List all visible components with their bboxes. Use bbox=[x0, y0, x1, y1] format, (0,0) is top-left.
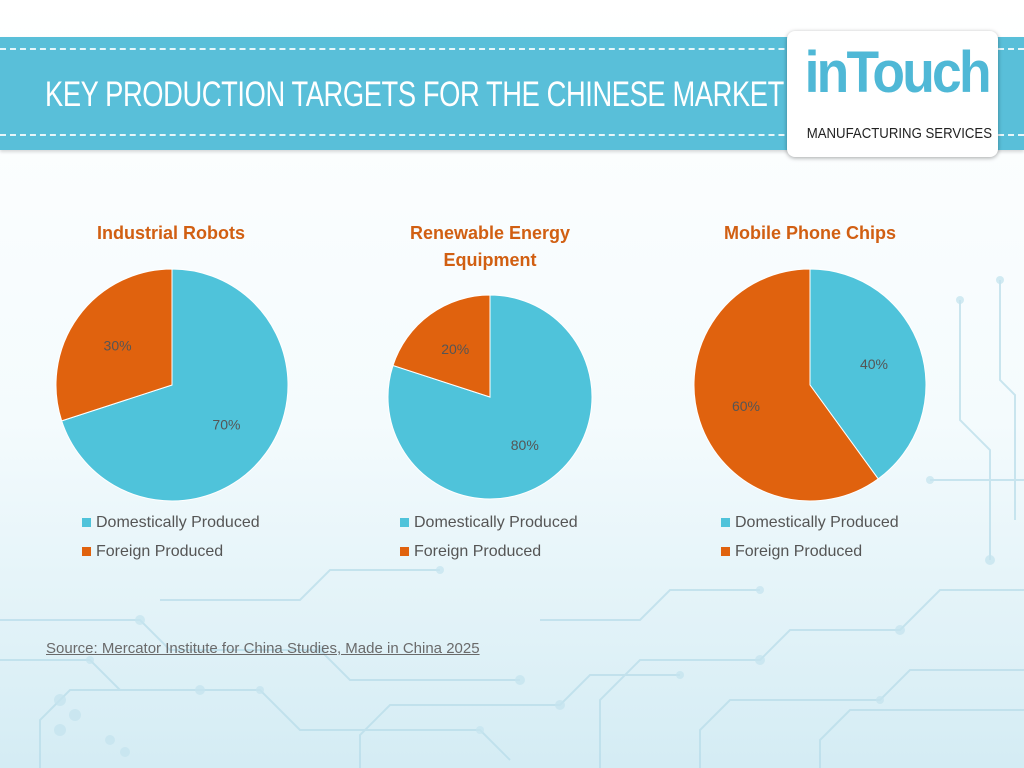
chart-title: Mobile Phone Chips bbox=[724, 223, 896, 243]
legend-swatch bbox=[721, 518, 730, 527]
legend-label: Domestically Produced bbox=[96, 514, 260, 531]
legend-label: Foreign Produced bbox=[414, 543, 541, 560]
chart-title-line: Renewable Energy bbox=[410, 223, 570, 243]
legend-label: Foreign Produced bbox=[96, 543, 223, 560]
chart-title-line: Mobile Phone Chips bbox=[724, 223, 896, 243]
logo-wordmark: inTouch bbox=[804, 40, 992, 105]
slice-value-label: 40% bbox=[860, 356, 888, 372]
legend-swatch bbox=[400, 547, 409, 556]
banner-dash-top bbox=[0, 48, 1024, 50]
page-title: KEY PRODUCTION TARGETS FOR THE CHINESE M… bbox=[45, 75, 893, 114]
legend-swatch bbox=[82, 547, 91, 556]
slice-value-label: 60% bbox=[732, 398, 760, 414]
pie-slice-domestic bbox=[809, 268, 927, 480]
pie-slice-foreign bbox=[55, 268, 173, 422]
chart-title: Renewable Energy Equipment bbox=[410, 223, 570, 270]
pie-slice-domestic bbox=[61, 268, 289, 502]
pie-chart-2: Renewable Energy Equipment 80% 20% Domestica… bbox=[387, 223, 593, 560]
pie-slice-foreign bbox=[693, 268, 879, 502]
legend-label: Foreign Produced bbox=[735, 543, 862, 560]
pie-chart-3: Mobile Phone Chips 40% 60% Domestically Pro… bbox=[693, 223, 927, 560]
slice-value-label: 20% bbox=[441, 341, 469, 357]
chart-title: Industrial Robots bbox=[97, 223, 245, 243]
logo-subtitle: MANUFACTURING SERVICES bbox=[806, 125, 993, 142]
legend-swatch bbox=[400, 518, 409, 527]
legend-swatch bbox=[82, 518, 91, 527]
slice-value-label: 80% bbox=[511, 437, 539, 453]
chart-title-line: Industrial Robots bbox=[97, 223, 245, 243]
legend-label: Domestically Produced bbox=[414, 514, 578, 531]
legend-label: Domestically Produced bbox=[735, 514, 899, 531]
chart-title-line: Equipment bbox=[444, 250, 537, 270]
company-logo: inTouch MANUFACTURING SERVICES bbox=[787, 31, 998, 157]
banner-dash-bottom bbox=[0, 134, 1024, 136]
slice-value-label: 70% bbox=[212, 417, 240, 433]
pie-chart-1: Industrial Robots 70% 30% Domestically Prod… bbox=[55, 223, 289, 560]
source-citation: Source: Mercator Institute for China Stu… bbox=[46, 640, 480, 657]
slice-value-label: 30% bbox=[104, 337, 132, 353]
legend-swatch bbox=[721, 547, 730, 556]
pie-slice-foreign bbox=[392, 294, 491, 398]
